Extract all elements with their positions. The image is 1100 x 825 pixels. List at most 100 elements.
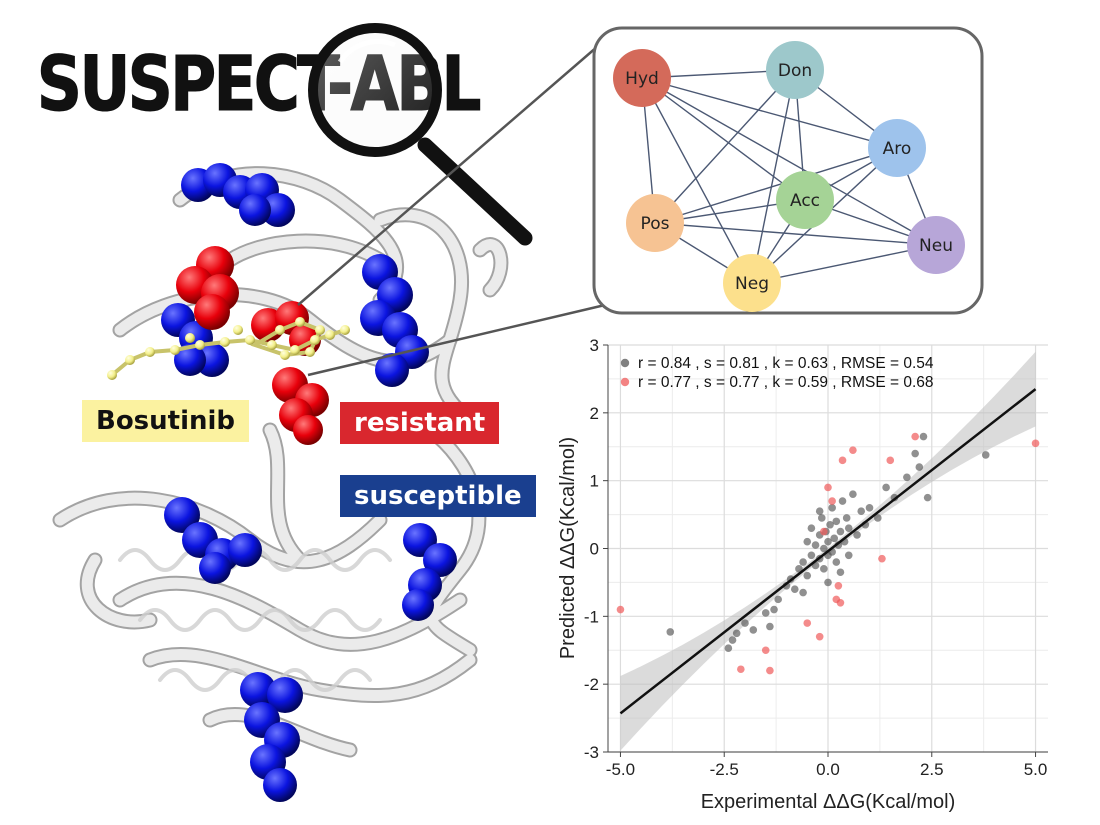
point-series-1 <box>923 493 932 502</box>
resistant-label: resistant <box>340 402 500 444</box>
point-series-2 <box>849 446 857 454</box>
susceptible-label: susceptible <box>340 475 536 517</box>
point-series-1 <box>842 514 851 522</box>
network-node-label: Pos <box>641 214 670 234</box>
y-tick-label: 3 <box>590 336 599 355</box>
resistant-residue-spheres <box>176 246 329 445</box>
y-tick-label: 0 <box>590 540 599 559</box>
network-edge <box>641 77 937 246</box>
point-series-1 <box>815 507 824 515</box>
point-series-1 <box>811 541 820 549</box>
point-series-1 <box>903 473 911 482</box>
point-series-1 <box>807 551 816 560</box>
point-series-2 <box>886 456 895 465</box>
legend-marker <box>620 377 630 387</box>
regression-line <box>619 388 1037 715</box>
x-axis-title: Experimental ΔΔG(Kcal/mol) <box>701 791 956 813</box>
point-series-2 <box>616 605 625 614</box>
point-series-1 <box>844 524 853 532</box>
point-series-1 <box>882 483 890 492</box>
x-tick-label: -5.0 <box>606 760 635 779</box>
point-series-1 <box>836 527 845 536</box>
y-tick-label: 1 <box>590 472 599 491</box>
chart-legend: r = 0.84 , s = 0.81 , k = 0.63 , RMSE = … <box>620 355 934 391</box>
protein-ribbon-structure <box>52 166 509 758</box>
network-edge <box>641 77 753 284</box>
x-tick-label: -2.5 <box>710 760 739 779</box>
magnifying-glass-icon <box>308 23 533 246</box>
y-tick-label: -2 <box>584 675 599 694</box>
point-series-1 <box>874 514 882 522</box>
network-node-pos <box>626 194 684 252</box>
point-series-1 <box>915 463 924 471</box>
interaction-network-inset: Hyd Don Aro Acc Pos Neu Neg <box>592 26 984 315</box>
x-tick-label: 5.0 <box>1024 760 1048 779</box>
point-series-2 <box>911 432 919 441</box>
point-series-1 <box>849 490 857 499</box>
point-series-1 <box>761 609 770 617</box>
bosutinib-ligand <box>107 317 350 380</box>
network-edge <box>641 77 806 201</box>
point-series-2 <box>828 497 836 505</box>
point-series-1 <box>770 605 778 614</box>
tick-labels: -5.0 -2.5 0.0 2.5 5.0 -3 -2 -1 0 1 2 3 <box>584 336 1047 779</box>
network-node-label: Neg <box>735 274 769 294</box>
point-series-1 <box>749 626 758 634</box>
network-node-label: Acc <box>790 191 820 211</box>
point-series-1 <box>830 534 839 543</box>
network-node-neg <box>723 254 781 312</box>
network-node-neu <box>907 216 965 274</box>
point-series-2 <box>820 527 828 536</box>
bosutinib-label: Bosutinib <box>82 400 250 442</box>
x-tick-label: 2.5 <box>920 760 944 779</box>
network-node-hyd <box>613 49 671 107</box>
point-series-1 <box>919 432 928 441</box>
y-tick-label: -1 <box>584 607 599 626</box>
point-series-1 <box>824 537 832 546</box>
point-series-2 <box>1031 439 1040 448</box>
point-series-1 <box>981 451 990 459</box>
legend-stat-text: r = 0.84 , s = 0.81 , k = 0.63 , RMSE = … <box>638 355 934 372</box>
point-series-1 <box>820 544 828 553</box>
point-series-1 <box>799 588 807 597</box>
point-series-1 <box>803 537 812 546</box>
network-edge <box>654 222 937 246</box>
point-series-2 <box>834 582 843 590</box>
point-series-1 <box>820 565 828 573</box>
point-series-1 <box>728 636 737 644</box>
legend-stat-text: r = 0.77 , s = 0.77 , k = 0.59 , RMSE = … <box>638 374 934 391</box>
point-series-2 <box>836 598 845 607</box>
point-series-1 <box>795 565 803 573</box>
network-node-label: Neu <box>919 236 953 256</box>
point-series-2 <box>815 632 824 641</box>
point-series-1 <box>732 629 741 638</box>
network-nodes: Hyd Don Aro Acc Pos Neu Neg <box>613 41 965 312</box>
point-series-1 <box>857 507 866 515</box>
y-tick-label: 2 <box>590 404 599 423</box>
y-axis-title: Predicted ΔΔG(Kcal/mol) <box>557 437 579 659</box>
point-series-1 <box>766 622 774 631</box>
network-node-aro <box>868 119 926 177</box>
point-series-1 <box>799 558 807 566</box>
y-tick-label: -3 <box>584 743 599 762</box>
susceptible-residue-spheres <box>161 163 457 802</box>
point-series-2 <box>878 554 886 563</box>
network-panel <box>592 26 984 315</box>
point-series-1 <box>790 585 799 593</box>
network-node-acc <box>776 171 834 229</box>
point-series-1 <box>807 524 816 532</box>
point-series-2 <box>737 665 745 674</box>
x-tick-label: 0.0 <box>816 760 840 779</box>
point-series-1 <box>724 644 733 653</box>
network-node-label: Aro <box>883 139 912 159</box>
point-series-1 <box>832 558 841 566</box>
point-series-2 <box>803 619 812 627</box>
network-edge <box>654 69 796 224</box>
point-series-2 <box>824 483 832 492</box>
point-series-1 <box>828 504 836 512</box>
point-series-2 <box>766 666 774 675</box>
point-series-2 <box>838 456 847 465</box>
network-edge <box>751 69 796 284</box>
point-series-1 <box>836 568 845 577</box>
network-edge <box>654 147 898 224</box>
